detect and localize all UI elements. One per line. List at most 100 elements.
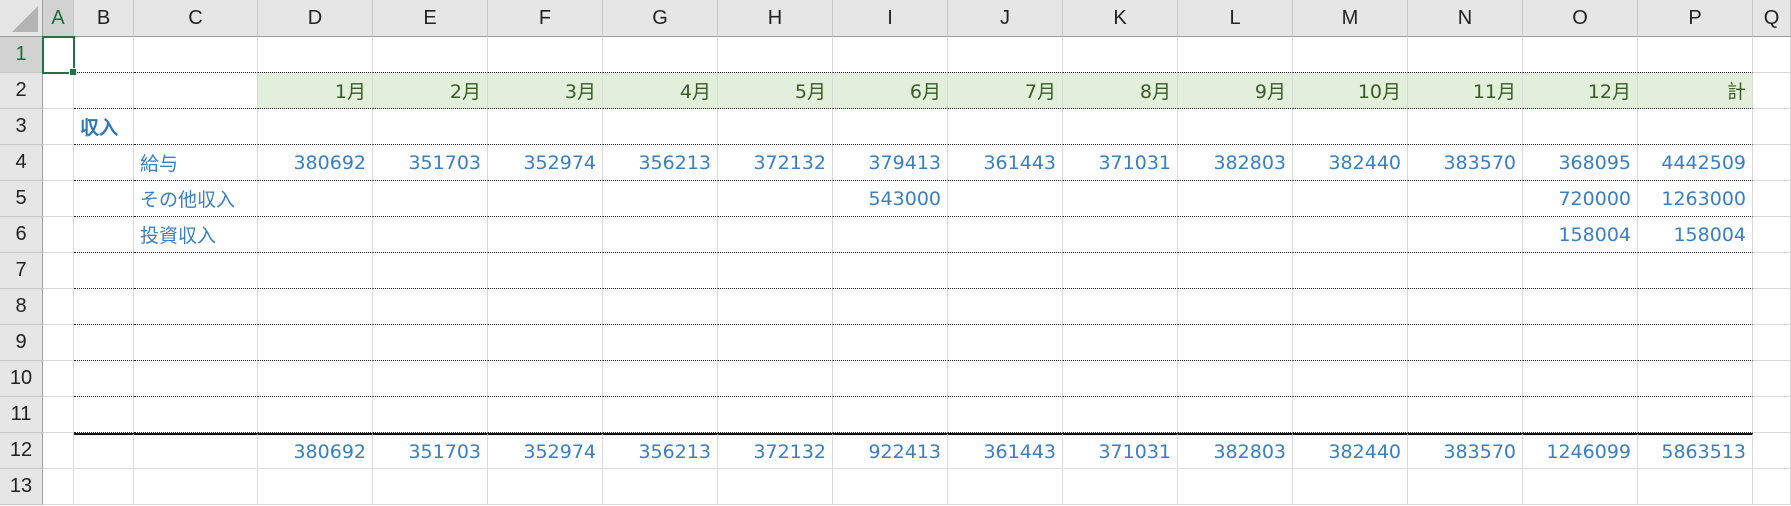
cell-Q6[interactable] [1753, 217, 1791, 253]
cell-L5[interactable] [1178, 181, 1293, 217]
cell-C6[interactable]: 投資収入 [134, 217, 258, 253]
cell-Q13[interactable] [1753, 469, 1791, 505]
cell-N1[interactable] [1408, 37, 1523, 73]
cell-O10[interactable] [1523, 361, 1638, 397]
column-header-I[interactable]: I [833, 0, 948, 37]
cell-A2[interactable] [43, 73, 74, 109]
select-all-button[interactable] [0, 0, 43, 37]
cell-E5[interactable] [373, 181, 488, 217]
cell-H1[interactable] [718, 37, 833, 73]
cell-M1[interactable] [1293, 37, 1408, 73]
cell-N3[interactable] [1408, 109, 1523, 145]
cell-E2[interactable]: 2月 [373, 73, 488, 109]
cell-N9[interactable] [1408, 325, 1523, 361]
column-header-E[interactable]: E [373, 0, 488, 37]
cell-J7[interactable] [948, 253, 1063, 289]
cell-P4[interactable]: 4442509 [1638, 145, 1753, 181]
row-header-11[interactable]: 11 [0, 397, 43, 433]
cell-H3[interactable] [718, 109, 833, 145]
cell-H8[interactable] [718, 289, 833, 325]
cell-G10[interactable] [603, 361, 718, 397]
cell-D13[interactable] [258, 469, 373, 505]
cell-H12[interactable]: 372132 [718, 433, 833, 469]
cell-H4[interactable]: 372132 [718, 145, 833, 181]
column-header-D[interactable]: D [258, 0, 373, 37]
cell-F4[interactable]: 352974 [488, 145, 603, 181]
column-header-N[interactable]: N [1408, 0, 1523, 37]
row-header-12[interactable]: 12 [0, 433, 43, 469]
cell-G9[interactable] [603, 325, 718, 361]
cell-N7[interactable] [1408, 253, 1523, 289]
cell-K8[interactable] [1063, 289, 1178, 325]
cell-C11[interactable] [134, 397, 258, 433]
column-header-H[interactable]: H [718, 0, 833, 37]
cell-G12[interactable]: 356213 [603, 433, 718, 469]
cell-L10[interactable] [1178, 361, 1293, 397]
cell-L12[interactable]: 382803 [1178, 433, 1293, 469]
cell-Q2[interactable] [1753, 73, 1791, 109]
cell-L9[interactable] [1178, 325, 1293, 361]
cell-F2[interactable]: 3月 [488, 73, 603, 109]
cell-E12[interactable]: 351703 [373, 433, 488, 469]
cell-Q1[interactable] [1753, 37, 1791, 73]
cell-Q5[interactable] [1753, 181, 1791, 217]
cell-L1[interactable] [1178, 37, 1293, 73]
cell-E1[interactable] [373, 37, 488, 73]
cell-K5[interactable] [1063, 181, 1178, 217]
cell-P8[interactable] [1638, 289, 1753, 325]
cell-A8[interactable] [43, 289, 74, 325]
column-header-F[interactable]: F [488, 0, 603, 37]
cell-B10[interactable] [74, 361, 134, 397]
column-header-Q[interactable]: Q [1753, 0, 1791, 37]
cell-Q9[interactable] [1753, 325, 1791, 361]
cell-G2[interactable]: 4月 [603, 73, 718, 109]
cell-E13[interactable] [373, 469, 488, 505]
cell-D2[interactable]: 1月 [258, 73, 373, 109]
cell-C5[interactable]: その他収入 [134, 181, 258, 217]
row-header-7[interactable]: 7 [0, 253, 43, 289]
cell-I7[interactable] [833, 253, 948, 289]
cell-H7[interactable] [718, 253, 833, 289]
cell-B1[interactable] [74, 37, 134, 73]
cell-M3[interactable] [1293, 109, 1408, 145]
cell-N4[interactable]: 383570 [1408, 145, 1523, 181]
cell-L7[interactable] [1178, 253, 1293, 289]
active-cell-cursor[interactable] [42, 36, 77, 76]
cell-G4[interactable]: 356213 [603, 145, 718, 181]
cell-O5[interactable]: 720000 [1523, 181, 1638, 217]
cell-F5[interactable] [488, 181, 603, 217]
cell-G11[interactable] [603, 397, 718, 433]
cell-D11[interactable] [258, 397, 373, 433]
cell-N12[interactable]: 383570 [1408, 433, 1523, 469]
cell-B5[interactable] [74, 181, 134, 217]
cell-I4[interactable]: 379413 [833, 145, 948, 181]
cell-G8[interactable] [603, 289, 718, 325]
cell-B4[interactable] [74, 145, 134, 181]
cell-H9[interactable] [718, 325, 833, 361]
cell-E8[interactable] [373, 289, 488, 325]
row-header-6[interactable]: 6 [0, 217, 43, 253]
cell-O8[interactable] [1523, 289, 1638, 325]
cell-O9[interactable] [1523, 325, 1638, 361]
cell-F3[interactable] [488, 109, 603, 145]
cell-L8[interactable] [1178, 289, 1293, 325]
cell-G3[interactable] [603, 109, 718, 145]
cell-C7[interactable] [134, 253, 258, 289]
column-header-B[interactable]: B [74, 0, 134, 37]
cell-M4[interactable]: 382440 [1293, 145, 1408, 181]
cell-I6[interactable] [833, 217, 948, 253]
cell-D5[interactable] [258, 181, 373, 217]
cell-M8[interactable] [1293, 289, 1408, 325]
cell-E10[interactable] [373, 361, 488, 397]
cell-O6[interactable]: 158004 [1523, 217, 1638, 253]
cell-J4[interactable]: 361443 [948, 145, 1063, 181]
row-header-1[interactable]: 1 [0, 37, 43, 73]
cell-I5[interactable]: 543000 [833, 181, 948, 217]
column-header-M[interactable]: M [1293, 0, 1408, 37]
column-header-K[interactable]: K [1063, 0, 1178, 37]
cell-A10[interactable] [43, 361, 74, 397]
cell-Q8[interactable] [1753, 289, 1791, 325]
cell-F1[interactable] [488, 37, 603, 73]
row-header-13[interactable]: 13 [0, 469, 43, 505]
cell-D9[interactable] [258, 325, 373, 361]
